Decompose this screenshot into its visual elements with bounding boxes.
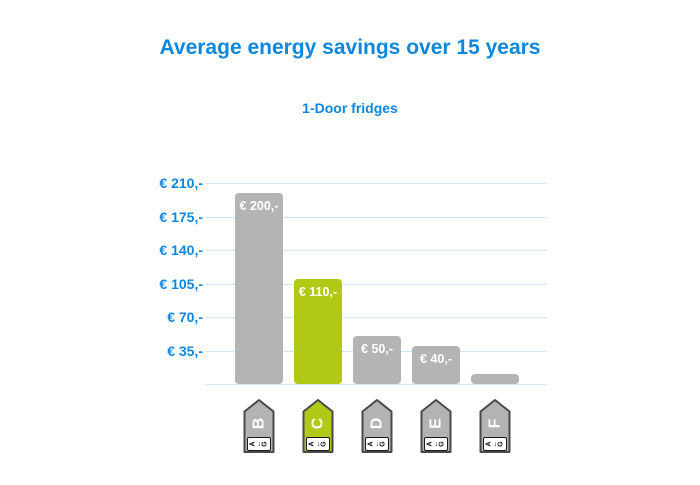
energy-scale-char: A bbox=[309, 441, 316, 446]
bar-E: € 40,- bbox=[412, 345, 460, 384]
y-axis-tick-label: € 140,- bbox=[159, 242, 203, 258]
energy-scale-char: G bbox=[321, 441, 328, 447]
energy-scale-char: ← bbox=[315, 441, 322, 448]
gridline bbox=[205, 250, 547, 251]
energy-scale-badge bbox=[483, 437, 507, 451]
energy-class-letter: D bbox=[369, 418, 386, 430]
energy-class-letter: F bbox=[487, 418, 504, 428]
y-axis-tick-label: € 210,- bbox=[159, 175, 203, 191]
energy-class-tag-B: B A ← G bbox=[243, 398, 275, 454]
chart-title: Average energy savings over 15 years bbox=[159, 36, 541, 59]
gridline bbox=[205, 283, 547, 285]
y-axis-tick-label: € 175,- bbox=[159, 208, 203, 225]
energy-scale-char: G bbox=[380, 441, 387, 447]
gridline bbox=[205, 317, 547, 318]
energy-scale-badge bbox=[424, 437, 448, 451]
energy-class-letter: B bbox=[251, 418, 268, 430]
energy-scale-badge bbox=[306, 437, 330, 451]
y-axis-tick-label: € 35,- bbox=[167, 342, 203, 359]
bar-B: € 200,- bbox=[235, 192, 283, 384]
bar-value-label: € 40,- bbox=[420, 351, 452, 366]
energy-scale-char: A bbox=[486, 441, 493, 446]
energy-scale-char: G bbox=[498, 441, 505, 447]
energy-class-tag-F: F A ← G bbox=[479, 398, 511, 454]
bar-C: € 110,- bbox=[294, 278, 342, 384]
energy-class-letter: E bbox=[428, 418, 445, 429]
energy-scale-char: ← bbox=[492, 441, 499, 448]
bar-D: € 50,- bbox=[353, 336, 401, 384]
energy-scale-char: A bbox=[427, 441, 434, 446]
energy-scale-char: A bbox=[368, 441, 375, 446]
energy-class-tag-C: C A ← G bbox=[302, 398, 334, 454]
energy-class-tag-D: D A ← G bbox=[361, 398, 393, 454]
chart-subtitle: 1-Door fridges bbox=[302, 100, 398, 116]
y-axis-tick-label: € 105,- bbox=[159, 275, 203, 292]
energy-scale-char: A bbox=[250, 441, 257, 446]
energy-scale-badge bbox=[247, 437, 271, 451]
bar-value-label: € 200,- bbox=[239, 198, 279, 213]
energy-scale-badge bbox=[365, 437, 389, 451]
y-axis-tick-label: € 70,- bbox=[167, 309, 203, 325]
energy-scale-char: G bbox=[262, 441, 269, 447]
energy-scale-char: ← bbox=[433, 441, 440, 448]
bar-value-label: € 50,- bbox=[361, 342, 393, 357]
energy-class-letter: C bbox=[310, 417, 327, 429]
gridline bbox=[205, 183, 547, 184]
energy-class-tag-E: E A ← G bbox=[420, 398, 452, 454]
energy-scale-char: G bbox=[439, 441, 446, 447]
gridline bbox=[205, 384, 547, 385]
gridline bbox=[205, 216, 547, 218]
energy-scale-char: ← bbox=[256, 441, 263, 448]
bar-F bbox=[471, 374, 519, 384]
bar-value-label: € 110,- bbox=[298, 284, 338, 299]
energy-scale-char: ← bbox=[374, 441, 381, 448]
